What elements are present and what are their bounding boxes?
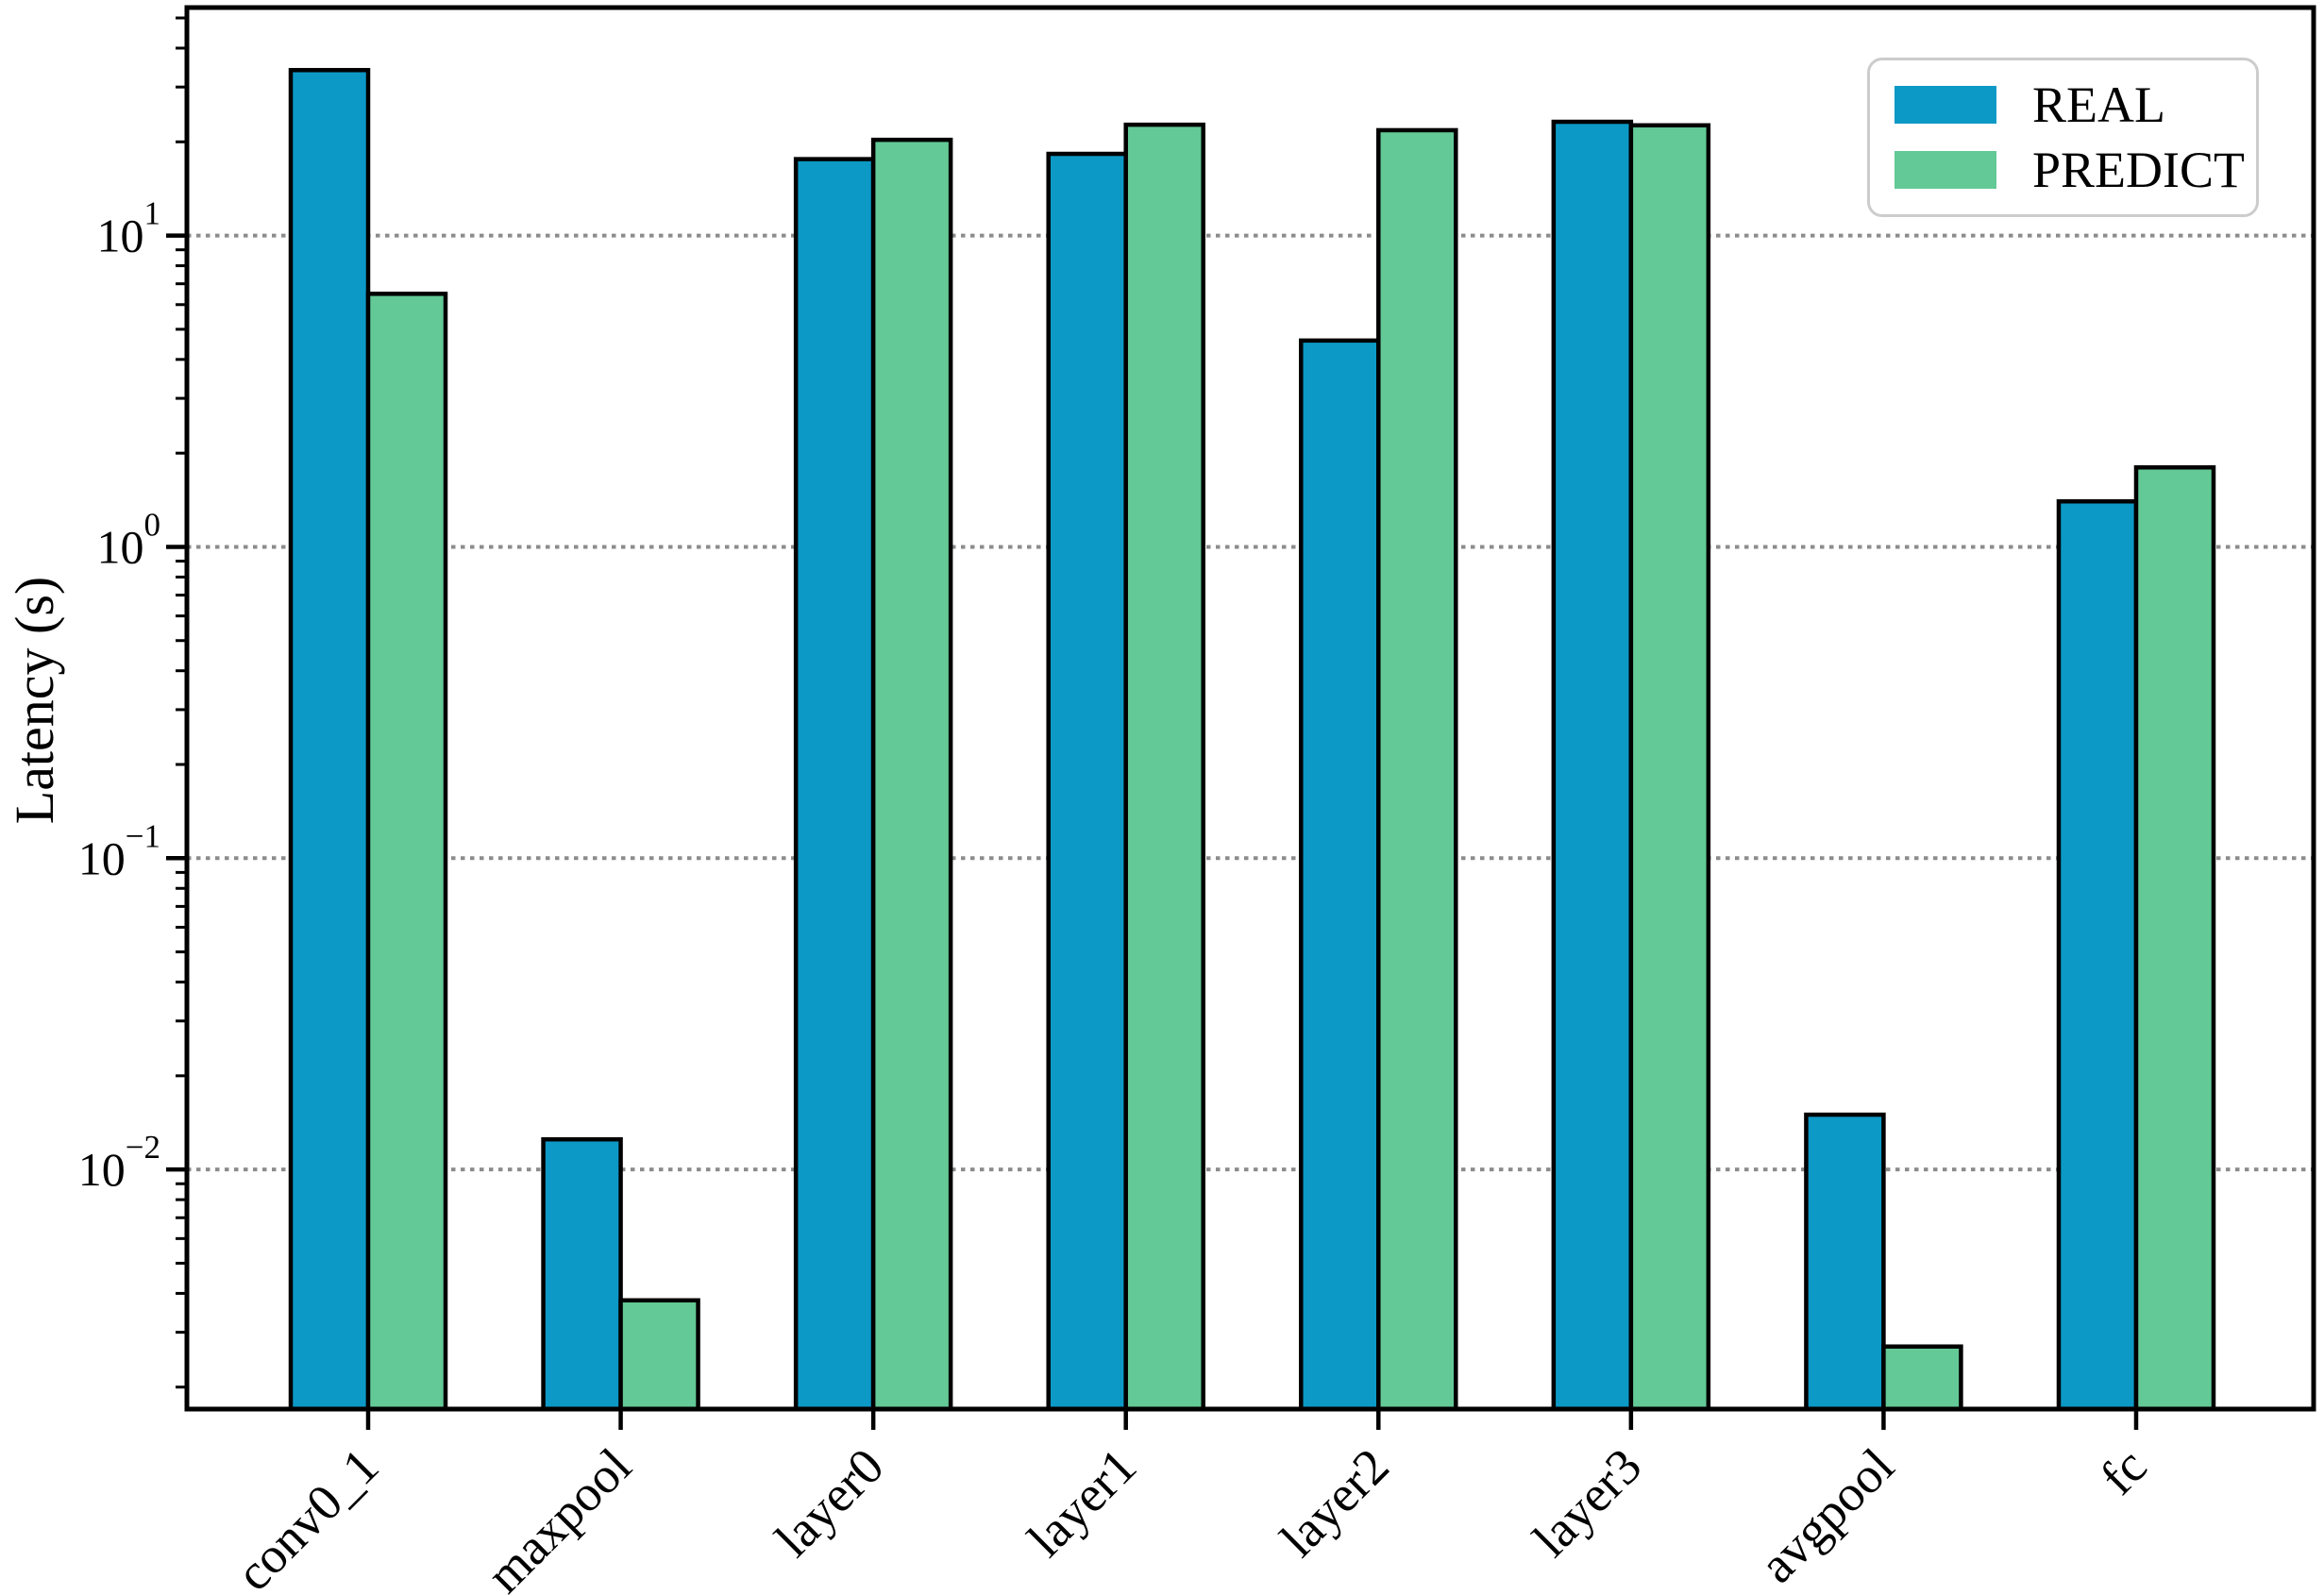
y-tick-label-1e1: 101 xyxy=(97,194,161,261)
x-tick-label-layer2: layer2 xyxy=(1270,1437,1400,1568)
bar-real-avgpool xyxy=(1804,1112,1886,1412)
bar-real-layer3 xyxy=(1551,119,1634,1412)
bar-predict-avgpool xyxy=(1881,1344,1963,1412)
bar-predict-layer0 xyxy=(870,137,953,1412)
x-tick-label-layer0: layer0 xyxy=(765,1437,895,1568)
plot-border xyxy=(184,5,2316,1412)
bar-real-maxpool xyxy=(541,1136,623,1412)
bar-real-layer1 xyxy=(1046,151,1128,1412)
bar-real-fc xyxy=(2056,498,2139,1412)
bar-real-conv0_1 xyxy=(288,68,371,1412)
y-tick-label-1e0: 100 xyxy=(97,506,161,574)
x-tick-label-layer3: layer3 xyxy=(1523,1437,1653,1568)
legend-swatch-real-icon xyxy=(1895,86,1996,125)
bar-predict-conv0_1 xyxy=(365,292,448,1412)
y-axis-label: Latency (s) xyxy=(4,577,65,824)
x-tick-label-fc: fc xyxy=(2089,1437,2157,1505)
legend-item-real: REAL xyxy=(1870,79,2256,130)
y-tick-label-1e-1: 10−1 xyxy=(78,817,160,885)
legend: REAL PREDICT xyxy=(1867,58,2259,217)
legend-swatch-predict-icon xyxy=(1895,150,1996,189)
x-tick-label-avgpool: avgpool xyxy=(1748,1437,1904,1593)
legend-item-predict: PREDICT xyxy=(1870,144,2256,195)
bar-real-layer2 xyxy=(1299,338,1381,1412)
bar-real-layer0 xyxy=(793,157,876,1412)
bar-predict-fc xyxy=(2133,464,2216,1412)
x-tick-label-maxpool: maxpool xyxy=(476,1437,642,1595)
legend-label-predict: PREDICT xyxy=(2032,141,2246,198)
bar-predict-maxpool xyxy=(618,1298,700,1412)
x-tick-label-layer1: layer1 xyxy=(1017,1437,1147,1568)
x-tick-label-conv0_1: conv0_1 xyxy=(226,1437,390,1595)
series-real xyxy=(288,68,2139,1412)
bar-predict-layer3 xyxy=(1628,123,1711,1412)
bar-predict-layer1 xyxy=(1123,122,1205,1412)
y-tick-label-1e-2: 10−2 xyxy=(78,1129,160,1197)
bar-predict-layer2 xyxy=(1376,127,1458,1412)
legend-label-real: REAL xyxy=(2032,76,2165,134)
series-predict xyxy=(365,122,2216,1412)
